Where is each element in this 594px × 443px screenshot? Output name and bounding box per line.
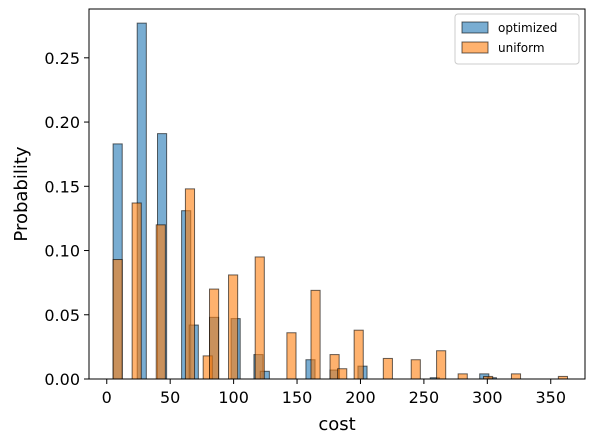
x-tick-label-2: 100 [218, 388, 249, 407]
uniform-bar-2 [155, 224, 166, 380]
x-tick-label-3: 150 [282, 388, 313, 407]
uniform-bar-7 [254, 256, 265, 380]
uniform-bar-9 [310, 289, 321, 380]
y-tick-label-0: 0.00 [44, 370, 80, 389]
uniform-bar-11 [337, 368, 348, 380]
y-axis-ticks: 0.00 0.05 0.10 0.15 0.20 0.25 [44, 49, 89, 389]
legend-label-uniform: uniform [498, 41, 545, 55]
uniform-bar-14 [410, 359, 421, 380]
uniform-bar-15 [436, 350, 447, 380]
x-tick-label-0: 0 [102, 388, 112, 407]
uniform-bar-3 [184, 188, 196, 380]
y-axis-label: Probability [11, 146, 32, 241]
uniform-bar-8 [286, 332, 297, 380]
uniform-bar-16 [457, 373, 468, 380]
x-tick-label-7: 350 [535, 388, 566, 407]
x-tick-label-6: 300 [472, 388, 503, 407]
plot-frame [88, 8, 586, 380]
uniform-bar-5 [209, 288, 220, 380]
y-tick-label-1: 0.05 [44, 306, 80, 325]
x-tick-label-1: 50 [160, 388, 180, 407]
uniform-bar-13 [382, 357, 393, 380]
uniform-bar-0 [112, 259, 123, 380]
uniform-bar-1 [131, 202, 142, 380]
y-tick-label-4: 0.20 [44, 113, 80, 132]
legend-swatch-uniform [461, 41, 489, 54]
x-axis-ticks: 0 50 100 150 200 250 300 350 [102, 379, 566, 407]
uniform-bar-18 [510, 373, 522, 380]
legend: optimized uniform [454, 13, 580, 65]
y-tick-label-3: 0.15 [44, 177, 80, 196]
legend-label-optimized: optimized [498, 21, 557, 35]
x-tick-label-5: 250 [409, 388, 440, 407]
legend-swatch-optimized [461, 21, 489, 34]
uniform-bar-6 [228, 274, 239, 380]
x-tick-label-4: 200 [345, 388, 376, 407]
uniform-bar-12 [353, 329, 364, 380]
x-axis-label: cost [318, 414, 355, 435]
y-tick-label-2: 0.10 [44, 242, 80, 261]
y-tick-label-5: 0.25 [44, 49, 80, 68]
